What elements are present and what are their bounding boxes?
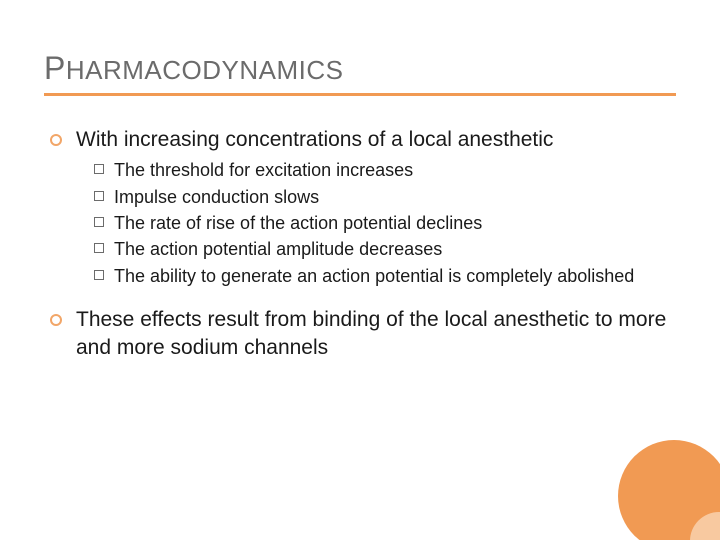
sub-bullet-text: The ability to generate an action potent…: [114, 264, 634, 288]
list-item: With increasing concentrations of a loca…: [50, 126, 676, 154]
content-area: With increasing concentrations of a loca…: [44, 126, 676, 363]
bullet-square-icon: [94, 164, 104, 174]
list-item: The rate of rise of the action potential…: [94, 211, 676, 235]
list-item: The threshold for excitation increases: [94, 158, 676, 182]
title-rest: HARMACODYNAMICS: [66, 55, 344, 85]
bullet-square-icon: [94, 243, 104, 253]
bullet-ring-icon: [50, 314, 62, 326]
list-item: Impulse conduction slows: [94, 185, 676, 209]
sub-bullet-text: The threshold for excitation increases: [114, 158, 413, 182]
decorative-circles: [608, 430, 720, 540]
bullet-text: These effects result from binding of the…: [76, 306, 676, 363]
bullet-square-icon: [94, 191, 104, 201]
sub-bullet-text: The rate of rise of the action potential…: [114, 211, 482, 235]
title-first-char: P: [44, 50, 66, 86]
sub-list: The threshold for excitation increases I…: [94, 158, 676, 287]
bullet-text: With increasing concentrations of a loca…: [76, 126, 553, 154]
list-item: The ability to generate an action potent…: [94, 264, 676, 288]
page-title: PHARMACODYNAMICS: [44, 50, 676, 87]
sub-bullet-text: Impulse conduction slows: [114, 185, 319, 209]
title-block: PHARMACODYNAMICS: [44, 50, 676, 96]
bullet-square-icon: [94, 217, 104, 227]
list-item: These effects result from binding of the…: [50, 306, 676, 363]
sub-bullet-text: The action potential amplitude decreases: [114, 237, 442, 261]
slide: PHARMACODYNAMICS With increasing concent…: [0, 0, 720, 540]
bullet-square-icon: [94, 270, 104, 280]
list-item: The action potential amplitude decreases: [94, 237, 676, 261]
bullet-ring-icon: [50, 134, 62, 146]
